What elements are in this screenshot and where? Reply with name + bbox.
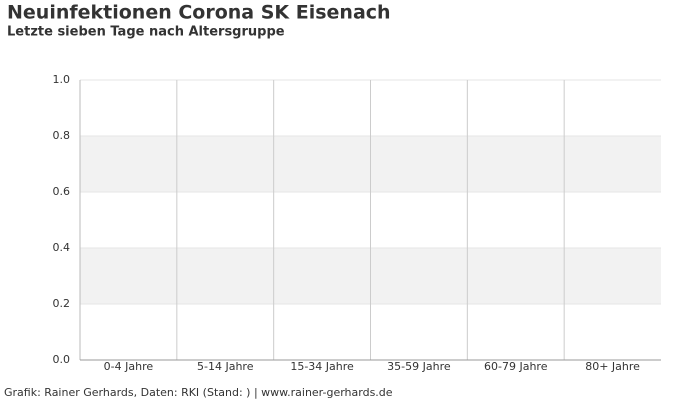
x-tick-label: 5-14 Jahre	[197, 360, 254, 373]
y-tick-label: 0.4	[53, 241, 71, 254]
y-tick-label: 1.0	[53, 73, 71, 86]
y-tick-label: 0.2	[53, 297, 71, 310]
y-tick-label: 0.8	[53, 129, 71, 142]
x-tick-label: 35-59 Jahre	[387, 360, 451, 373]
y-tick-label: 0.6	[53, 185, 71, 198]
y-tick-label: 0.0	[53, 353, 71, 366]
source-note: Grafik: Rainer Gerhards, Daten: RKI (Sta…	[4, 386, 393, 399]
x-tick-label: 80+ Jahre	[585, 360, 640, 373]
chart-title: Neuinfektionen Corona SK Eisenach	[7, 2, 391, 24]
x-tick-label: 15-34 Jahre	[290, 360, 354, 373]
x-tick-label: 0-4 Jahre	[104, 360, 154, 373]
chart-subtitle: Letzte sieben Tage nach Altersgruppe	[7, 25, 285, 40]
x-tick-label: 60-79 Jahre	[484, 360, 548, 373]
